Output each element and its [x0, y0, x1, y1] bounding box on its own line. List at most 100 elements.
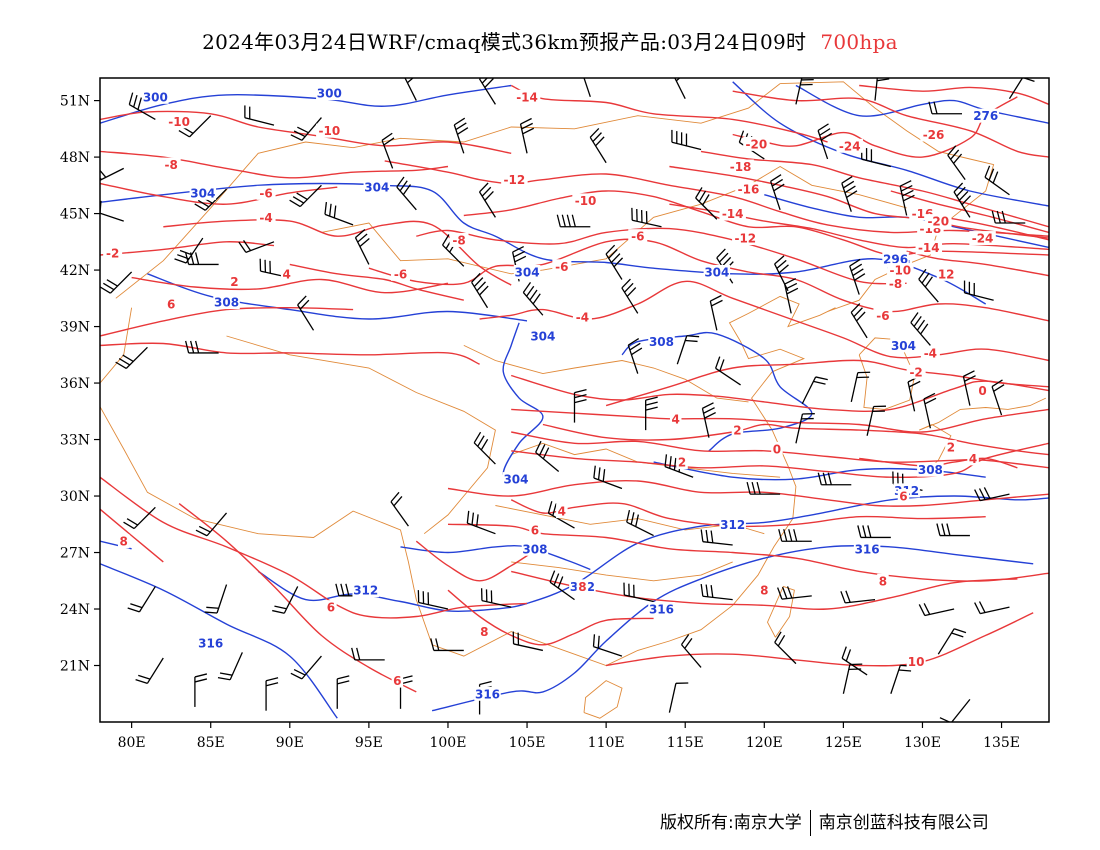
- wind-barb: [127, 586, 156, 613]
- contour-label-bg: [391, 266, 411, 281]
- contour-label: 6: [899, 490, 907, 504]
- wind-barb: [645, 396, 658, 431]
- contour-label-bg: [758, 583, 771, 598]
- contour-label: 300: [317, 87, 342, 101]
- wind-barb: [861, 146, 891, 168]
- temperature-contour: [732, 90, 1049, 158]
- contour-label-bg: [669, 411, 682, 426]
- contour-label-bg: [501, 172, 528, 187]
- contour-label-bg: [853, 541, 881, 556]
- contour-label: -6: [259, 186, 272, 200]
- plot-frame: [99, 77, 1050, 723]
- contour-label: 304: [515, 265, 540, 279]
- contour-label: 276: [973, 109, 998, 123]
- contour-label-bg: [873, 308, 893, 323]
- wind-barb: [272, 586, 299, 614]
- wind-barb: [621, 278, 639, 314]
- temperature-contour: [510, 84, 828, 143]
- wind-barb: [778, 529, 812, 542]
- temperature-contour: [416, 227, 907, 285]
- contour-label: -12: [734, 232, 756, 246]
- temperature-contour: [859, 457, 1018, 469]
- wind-barb: [623, 582, 654, 603]
- contour-label: 0: [978, 384, 986, 398]
- contour-label: 308: [522, 542, 547, 556]
- temperature-contour: [100, 150, 449, 179]
- contour-label: 296: [883, 252, 908, 266]
- border-line: [574, 295, 836, 666]
- wind-barb: [390, 491, 409, 527]
- contour-label: -8: [452, 233, 465, 247]
- lat-tick-label: 30N: [60, 489, 90, 505]
- contour-label-bg: [676, 455, 688, 470]
- height-contour: [100, 182, 987, 305]
- contour-label-bg: [213, 295, 240, 310]
- lon-tick-label: 80E: [118, 735, 146, 751]
- lat-tick-label: 33N: [60, 433, 90, 449]
- wind-barb: [795, 413, 815, 444]
- height-contour: [100, 540, 132, 550]
- wind-barb: [899, 180, 915, 216]
- contour-label: 2: [230, 275, 238, 289]
- wind-barb: [947, 145, 966, 181]
- lon-tick-label: 100E: [429, 735, 466, 751]
- wind-barb: [953, 182, 972, 218]
- wind-barb: [265, 677, 279, 711]
- contour-label-bg: [917, 462, 944, 477]
- contour-label: 308: [649, 335, 674, 349]
- temperature-contour: [605, 612, 1034, 667]
- wind-barb: [512, 631, 544, 652]
- contour-label: 304: [190, 186, 215, 200]
- border-line: [115, 83, 781, 299]
- lat-tick-label: 21N: [60, 659, 90, 675]
- contour-label: -24: [839, 139, 861, 153]
- contour-label: -10: [889, 264, 911, 278]
- border-line: [511, 442, 781, 478]
- lat-tick-label: 27N: [60, 546, 90, 562]
- wind-barb: [204, 584, 228, 614]
- border-line: [226, 335, 496, 535]
- wind-barb: [184, 340, 219, 354]
- temperature-contour: [100, 110, 512, 154]
- contour-label: 2: [678, 456, 686, 470]
- wind-barb: [519, 117, 535, 154]
- wind-barb: [217, 652, 243, 681]
- contour-label: 304: [364, 181, 389, 195]
- contour-label-bg: [771, 441, 783, 456]
- wind-barb: [100, 271, 133, 294]
- contour-label: 8: [578, 580, 586, 594]
- contour-label-bg: [920, 127, 947, 142]
- wind-barb: [593, 465, 623, 490]
- wind-barb: [850, 371, 871, 403]
- wind-barb: [991, 379, 1005, 416]
- wind-barb: [680, 634, 702, 668]
- wind-barb: [857, 525, 891, 539]
- wind-barb: [627, 337, 643, 374]
- wind-barb: [700, 583, 733, 601]
- contour-label-bg: [117, 534, 130, 549]
- lon-tick-label: 95E: [355, 735, 383, 751]
- contour-label-bg: [887, 263, 914, 278]
- contour-labels: 3003003043043043043043043043043083083083…: [103, 86, 999, 701]
- wind-barb: [351, 647, 385, 661]
- contour-label: 304: [704, 265, 729, 279]
- contour-label: 6: [167, 297, 175, 311]
- temperature-contour: [511, 408, 1049, 433]
- wind-barb: [817, 472, 852, 486]
- contour-label-bg: [576, 579, 589, 594]
- temperature-contour: [669, 165, 1049, 239]
- wind-barbs: [100, 78, 1035, 722]
- wind-barb: [522, 282, 544, 316]
- contour-label-bg: [732, 231, 759, 246]
- wind-barb: [668, 682, 689, 713]
- wind-barb: [795, 78, 814, 105]
- contour-label-bg: [648, 602, 675, 617]
- longitude-axis: 80E 85E 90E 95E 100E 105E 110E 115E 120E 125E 130E…: [118, 722, 1020, 751]
- contour-label-bg: [256, 185, 276, 200]
- lon-tick-label: 90E: [276, 735, 304, 751]
- contour-label: 4: [969, 452, 977, 466]
- temperature-contour: [100, 306, 354, 337]
- height-contour: [502, 322, 544, 486]
- wind-barb: [430, 638, 464, 652]
- wind-barb: [473, 431, 496, 465]
